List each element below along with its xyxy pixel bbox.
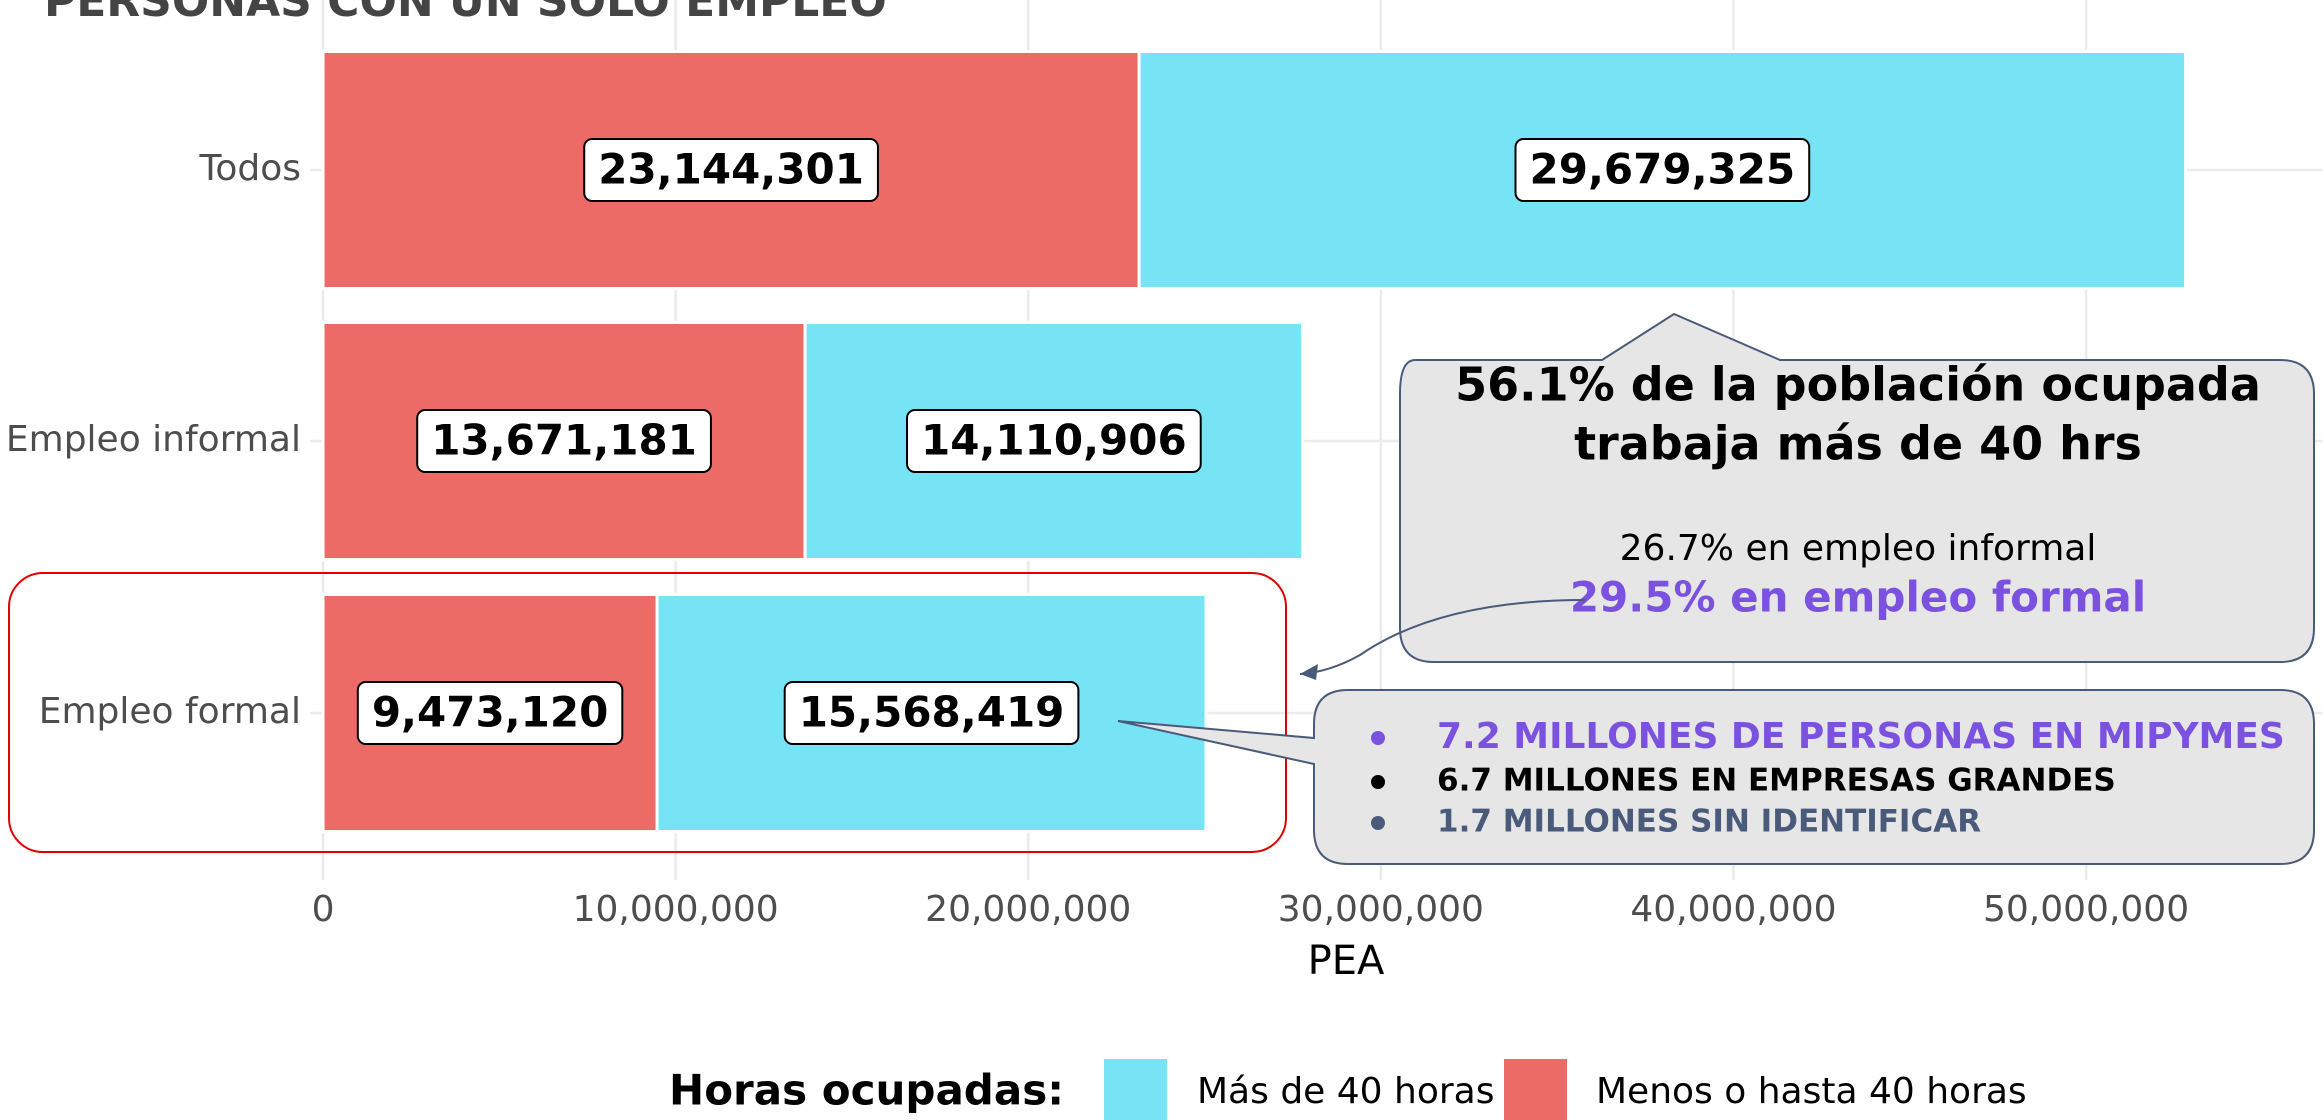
legend: Más de 40 horas Menos o hasta 40 horas — [1104, 1059, 2027, 1120]
x-tick-label: 50,000,000 — [1983, 889, 2189, 930]
callout-box — [1117, 689, 2315, 865]
bullet — [1371, 775, 1385, 789]
highlight-box — [8, 572, 1287, 853]
callout-informal: 26.7% en empleo informal — [1620, 528, 2097, 569]
y-tick-label: Empleo informal — [6, 419, 301, 460]
value-label-box — [906, 409, 1202, 473]
bars: 23,144,301 29,679,325 13,671,181 14,110,906… — [321, 50, 2188, 833]
value-label: 15,568,419 — [799, 688, 1065, 737]
bullet-text: 6.7 MILLONES EN EMPRESAS GRANDES — [1437, 763, 2116, 799]
bullet-text: 1.7 MILLONES SIN IDENTIFICAR — [1437, 804, 1981, 840]
value-label-box — [1514, 138, 1811, 202]
legend-label: Menos o hasta 40 horas — [1596, 1071, 2027, 1112]
x-tick-label: 40,000,000 — [1630, 889, 1836, 930]
callout-formal: 29.5% en empleo formal — [1570, 573, 2146, 622]
y-tick-label: Empleo formal — [39, 691, 301, 732]
value-label: 29,679,325 — [1530, 145, 1796, 194]
bullet-text: 7.2 MILLONES DE PERSONAS EN MIPYMES — [1437, 716, 2285, 757]
legend-label: Más de 40 horas — [1197, 1071, 1494, 1112]
value-label: 23,144,301 — [598, 145, 864, 194]
bullet — [1371, 816, 1385, 830]
legend-title: Horas ocupadas: — [669, 1066, 1064, 1115]
x-tick-label: 30,000,000 — [1278, 889, 1484, 930]
bullet — [1371, 731, 1385, 745]
value-label: 9,473,120 — [372, 688, 608, 737]
legend-swatch — [1504, 1059, 1567, 1120]
x-tick-label: 0 — [312, 889, 335, 930]
value-label: 14,110,906 — [921, 416, 1187, 465]
callout-box — [1399, 312, 2315, 663]
legend-swatch — [1104, 1059, 1167, 1120]
x-tick-label: 20,000,000 — [925, 889, 1131, 930]
value-label-box — [356, 681, 624, 745]
x-tick-label: 10,000,000 — [573, 889, 779, 930]
value-label: 13,671,181 — [431, 416, 697, 465]
arrow-head — [1300, 664, 1318, 680]
value-label-box — [583, 138, 879, 202]
chart-title: PERSONAS CON UN SOLO EMPLEO — [44, 0, 887, 27]
callout-headline: 56.1% de la población ocupada — [1455, 358, 2261, 412]
value-label-box — [783, 681, 1080, 745]
value-label-box — [416, 409, 712, 473]
callout-arrow — [1299, 599, 1586, 675]
callout-headline: trabaja más de 40 hrs — [1574, 417, 2142, 471]
y-tick-label: Todos — [198, 148, 301, 189]
x-axis-label: PEA — [1308, 938, 1385, 984]
